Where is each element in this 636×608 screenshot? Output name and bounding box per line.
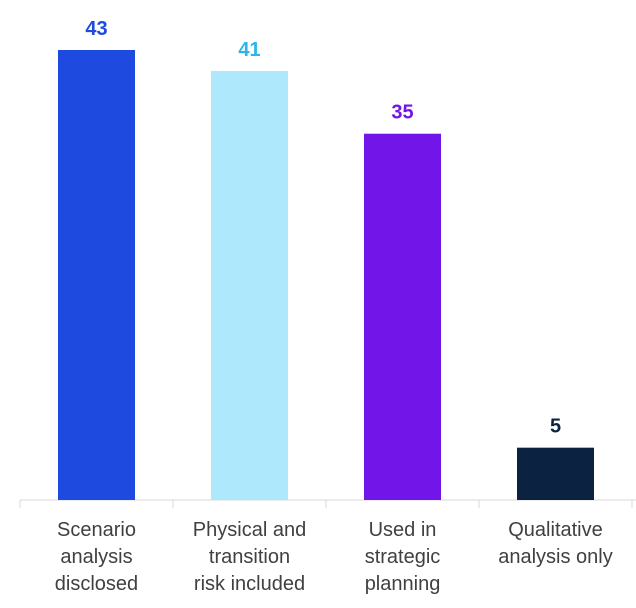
category-tick-label-line: analysis (60, 546, 132, 568)
category-tick-label-line: Scenario (57, 519, 136, 541)
category-tick-label-line: Physical and (193, 519, 306, 541)
category-tick-label-line: Qualitative (508, 519, 603, 541)
x-axis-ticks (19, 500, 633, 508)
category-tick-label: Scenario analysis disclosed (55, 519, 138, 595)
category-tick-label: Used in strategic planning (365, 519, 441, 595)
value-labels-group: 43 41 35 5 (85, 18, 561, 438)
category-tick-label-line: disclosed (55, 573, 138, 595)
category-tick-label-line: planning (365, 573, 441, 595)
category-tick-label-line: risk included (194, 573, 305, 595)
category-tick-label-line: strategic (365, 546, 441, 568)
category-tick-label-line: Used in (369, 519, 437, 541)
bar (364, 133, 441, 500)
category-tick-label-line: analysis only (498, 546, 613, 568)
bar (58, 50, 135, 500)
category-labels-group: Scenario analysis disclosed Physical and tra… (55, 519, 613, 595)
category-tick-label-line: transition (209, 546, 290, 568)
bars-group (58, 50, 594, 500)
bar (211, 70, 288, 500)
category-tick-label: Qualitative analysis only (498, 519, 613, 568)
data-label: 35 (391, 102, 413, 124)
category-tick-label: Physical and transition risk included (193, 519, 306, 595)
data-label: 43 (85, 18, 107, 40)
data-label: 5 (550, 416, 561, 438)
bar (517, 447, 594, 500)
data-label: 41 (238, 39, 260, 61)
